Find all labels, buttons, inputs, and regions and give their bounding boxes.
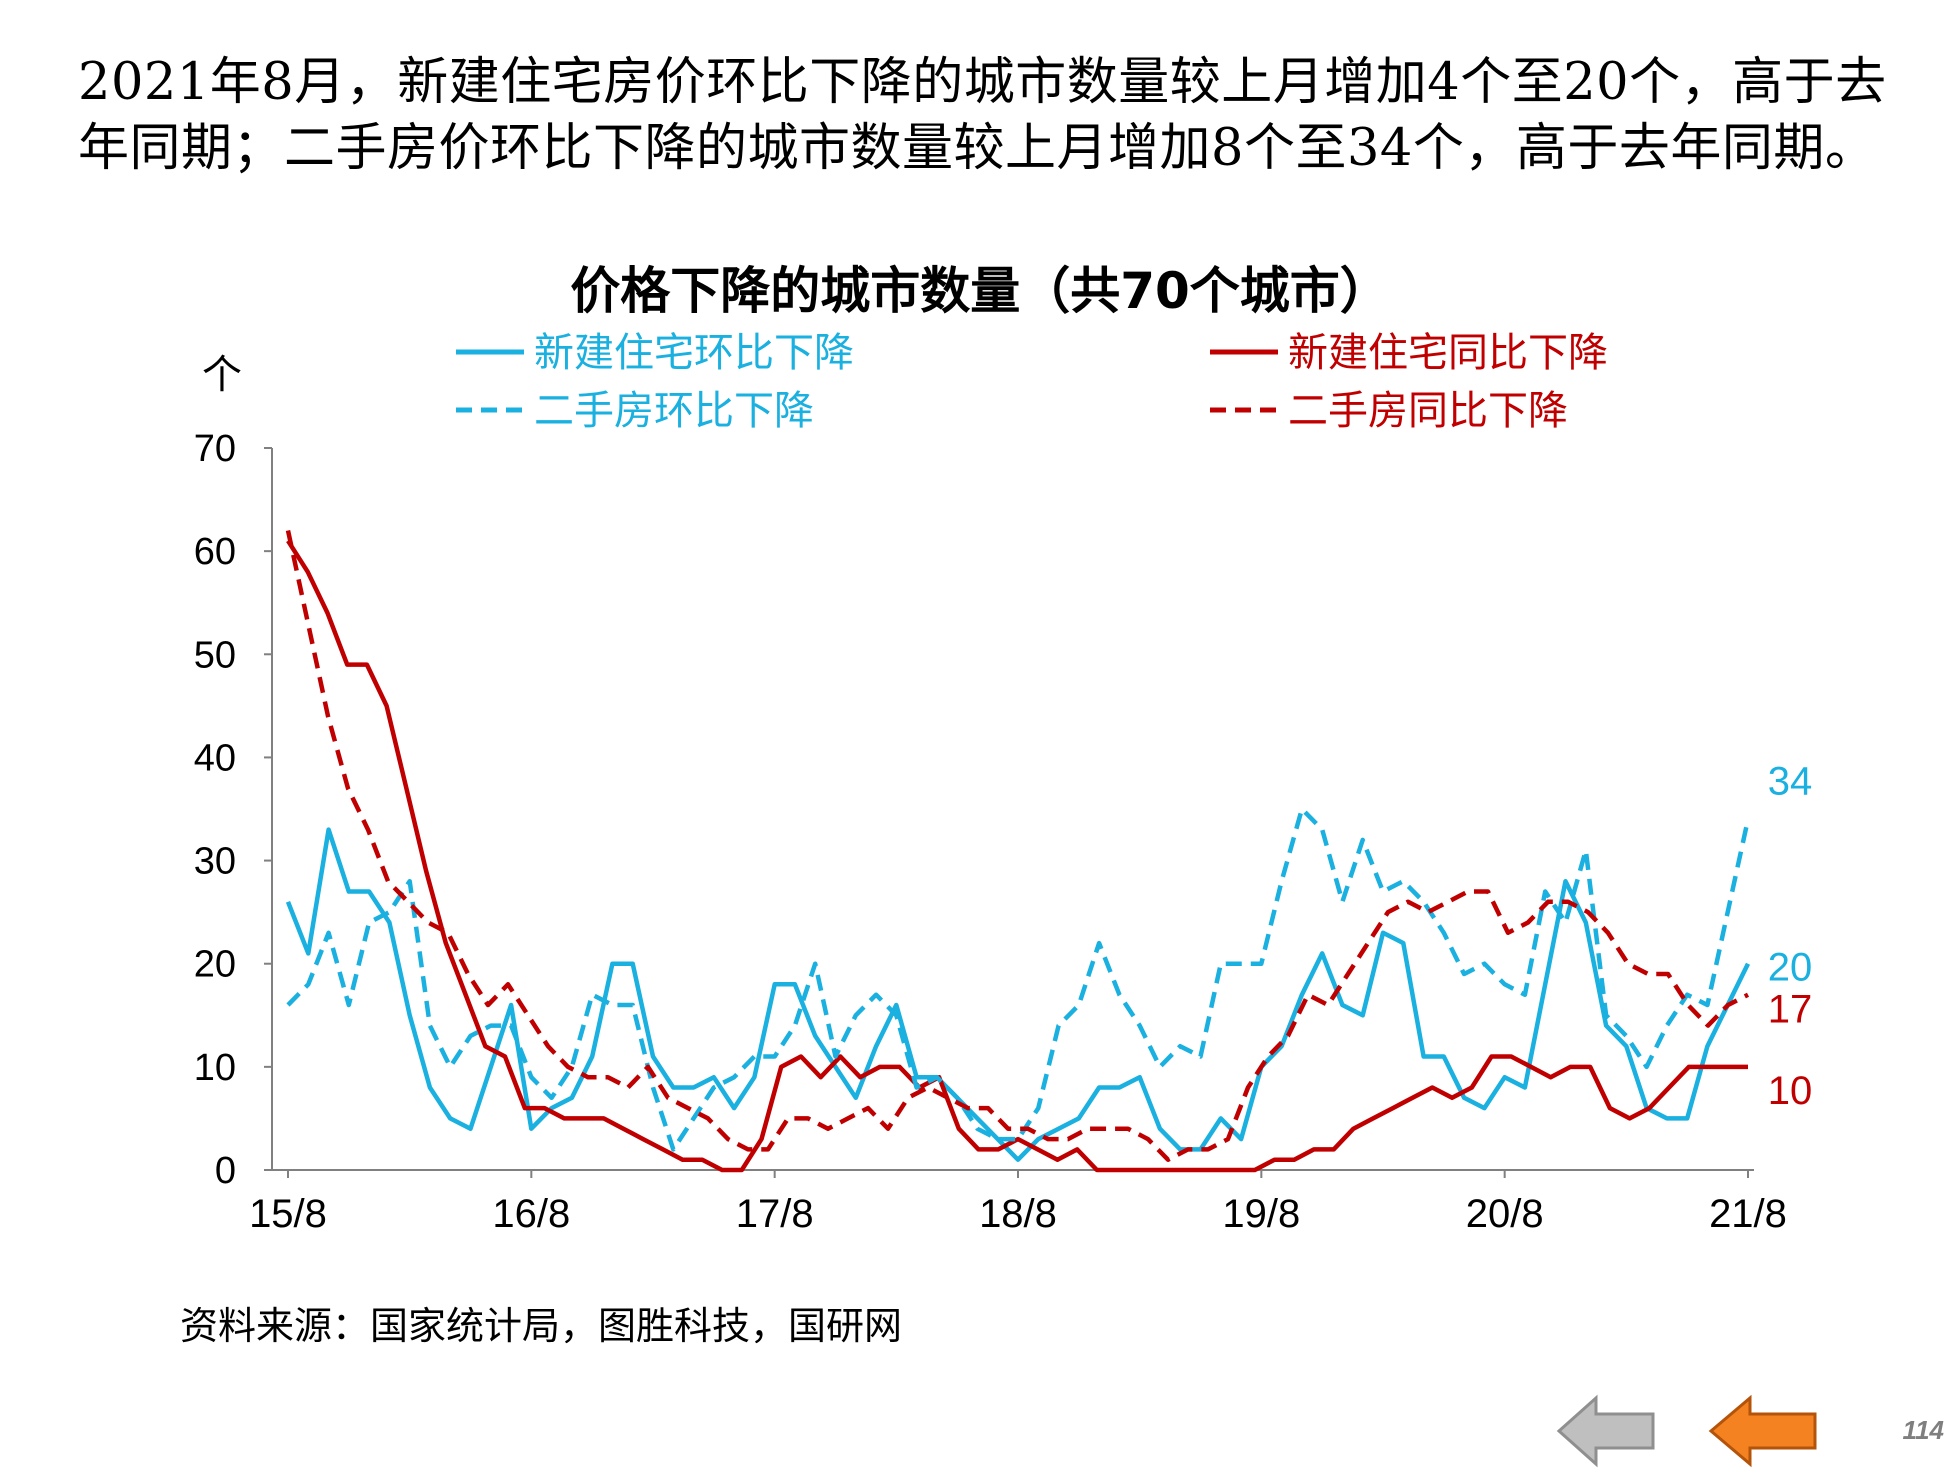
x-tick-label: 20/8 [1466, 1192, 1544, 1236]
series-line-2 [286, 539, 1748, 1173]
y-tick-label: 70 [194, 428, 236, 470]
y-tick-label: 40 [194, 737, 236, 779]
legend-label-1: 新建住宅环比下降 [534, 330, 854, 376]
line-chart: 价格下降的城市数量（共70个城市） 新建住宅环比下降 新建住宅同比下降二手房环比下… [194, 262, 1813, 1236]
series-line-4 [285, 530, 1750, 1162]
y-tick-label: 10 [194, 1047, 236, 1089]
headline-text: 2021年8月，新建住宅房价环比下降的城市数量较上月增加4个至20个，高于去年同… [78, 53, 1887, 178]
page-number: 114 [1902, 1415, 1944, 1445]
end-label-3: 34 [1768, 759, 1813, 803]
y-tick-label: 50 [194, 634, 236, 676]
y-tick-label: 0 [215, 1150, 236, 1192]
chart-title: 价格下降的城市数量（共70个城市） [570, 262, 1390, 320]
plot-area [285, 530, 1751, 1173]
y-tick-label: 20 [194, 944, 236, 986]
x-tick-label: 21/8 [1709, 1192, 1787, 1236]
y-tick-label: 30 [194, 841, 236, 883]
back-button[interactable] [1556, 1394, 1656, 1468]
end-label-2: 10 [1768, 1069, 1813, 1113]
x-tick-label: 16/8 [492, 1192, 570, 1236]
legend-label-3: 二手房环比下降 [534, 388, 814, 434]
chart-axes: 0 10 20 30 40 50 60 70 15/8 16/8 17/8 18/8 19/8 20/8 2… [194, 428, 1787, 1236]
legend-label-2: 新建住宅同比下降 [1288, 330, 1608, 376]
prev-button[interactable] [1708, 1394, 1818, 1468]
x-tick-label: 15/8 [249, 1192, 327, 1236]
left-arrow-gray-icon [1556, 1394, 1655, 1468]
source-note: 资料来源：国家统计局，图胜科技，国研网 [180, 1304, 903, 1348]
x-tick-label: 17/8 [736, 1192, 814, 1236]
end-label-4: 17 [1768, 988, 1813, 1032]
y-axis-unit: 个 [202, 352, 242, 398]
x-tick-label: 19/8 [1222, 1192, 1300, 1236]
y-tick-label: 60 [194, 531, 236, 573]
legend-label-4: 二手房同比下降 [1288, 388, 1568, 434]
series-line-1 [285, 827, 1751, 1162]
x-tick-label: 18/8 [979, 1192, 1057, 1236]
end-labels: 20 10 34 17 [1768, 759, 1813, 1113]
series-line-3 [286, 806, 1751, 1152]
left-arrow-orange-icon [1708, 1394, 1817, 1468]
end-label-1: 20 [1768, 946, 1813, 990]
